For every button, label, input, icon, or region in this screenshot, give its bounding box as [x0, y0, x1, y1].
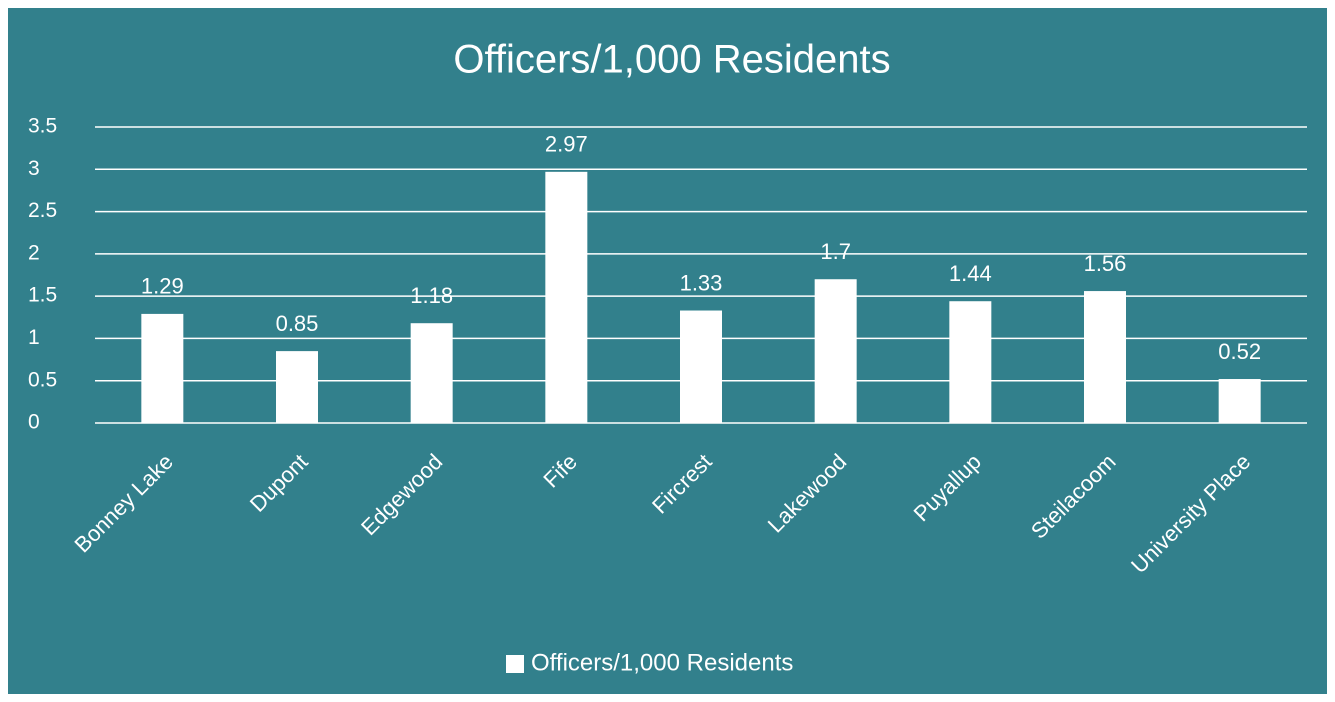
bar [276, 351, 318, 423]
data-label: 1.18 [410, 283, 453, 308]
data-label: 1.56 [1084, 251, 1127, 276]
data-label: 1.7 [820, 239, 851, 264]
y-tick-label: 1 [28, 326, 40, 349]
bar [680, 310, 722, 423]
data-label: 1.44 [949, 261, 992, 286]
data-label: 0.85 [276, 311, 319, 336]
bar [410, 323, 453, 423]
chart-background [8, 8, 1327, 694]
data-label: 1.33 [680, 270, 723, 295]
y-tick-label: 0 [28, 411, 40, 434]
bar [1218, 379, 1261, 423]
bar [949, 301, 992, 423]
y-tick-label: 2 [28, 241, 40, 264]
bar [141, 313, 184, 423]
chart-title: Officers/1,000 Residents [453, 38, 890, 82]
y-tick-label: 3 [28, 157, 40, 180]
y-tick-label: 1.5 [28, 284, 57, 307]
legend-swatch [506, 655, 524, 673]
bar [814, 279, 857, 423]
data-label: 0.52 [1218, 339, 1261, 364]
y-tick-label: 3.5 [28, 115, 57, 138]
y-tick-label: 0.5 [28, 368, 57, 391]
y-tick-label: 2.5 [28, 199, 57, 222]
bar [545, 171, 588, 423]
bar [1084, 291, 1126, 423]
legend-label: Officers/1,000 Residents [531, 649, 793, 676]
data-label: 2.97 [545, 132, 588, 157]
data-label: 1.29 [141, 274, 184, 299]
